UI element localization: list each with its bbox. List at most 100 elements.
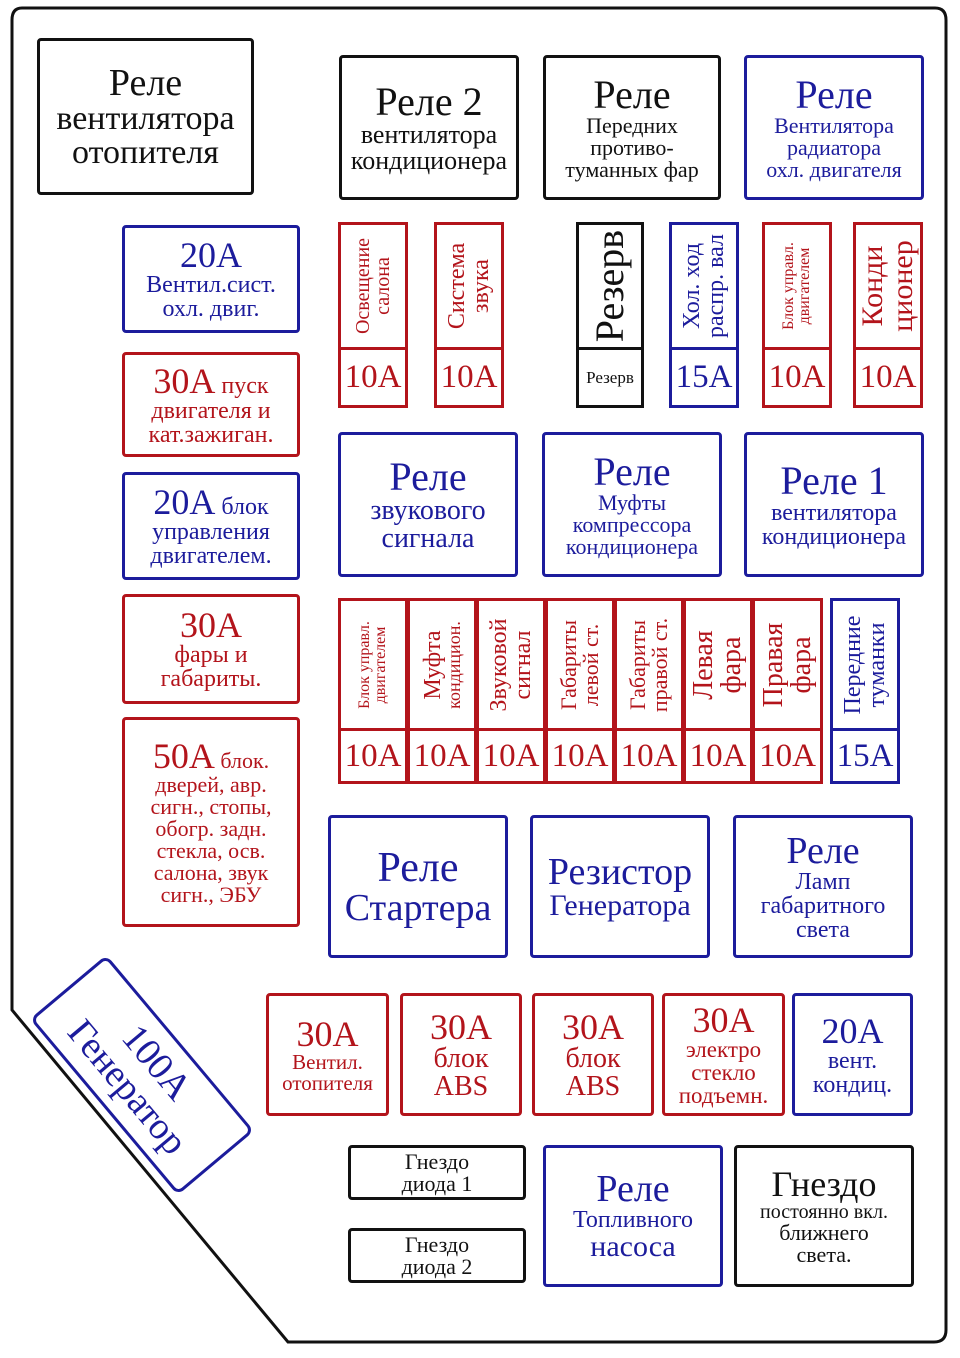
label-line: Резистор [547, 850, 693, 893]
label-line: левой ст. [578, 623, 603, 706]
label-line: кондиц. [812, 1071, 893, 1098]
fuse-parking-right: Габариты правой ст. 10A [614, 598, 684, 784]
label-line: Звуковой [486, 618, 512, 711]
label-line: Генератора [549, 888, 691, 922]
fuse-label-area: Конди ционер [856, 225, 920, 350]
label-line: насоса [590, 1230, 676, 1263]
label-line: блок [433, 1042, 489, 1074]
fuse-rating: 10A [413, 737, 471, 774]
label-line: 50A блок. [153, 738, 269, 774]
label-line: Реле [596, 1168, 670, 1210]
rating: 20A [153, 482, 216, 522]
fuse-ecu-mid: Блок управл. двигателем 10A [338, 598, 408, 784]
label-line: вентилятора [56, 99, 235, 137]
label-line: Хол. ход [679, 242, 705, 330]
label-line: Вентилятора [774, 112, 894, 138]
fuse-20a-cooling-fan: 20A Вентил.сист. охл. двиг. [122, 225, 300, 333]
label-line: Гнездо [404, 1148, 470, 1174]
label-line: ABS [565, 1070, 621, 1102]
label-line: Вентил. [292, 1049, 363, 1074]
label-line: диода 1 [401, 1170, 473, 1196]
label-line: сигн., стопы, [150, 794, 272, 819]
fuse-label-area: Габариты левой ст. [548, 601, 612, 731]
fuse-front-fog: Передние туманки 15A [830, 598, 900, 784]
label-line: управления [152, 519, 270, 545]
label-line: Реле [377, 844, 459, 891]
label-line: кондиционера [761, 523, 907, 550]
label-line: ABS [433, 1070, 489, 1102]
label-line: отопителя [282, 1070, 373, 1095]
fuse-label: Система звука [444, 243, 494, 329]
relay-ac-clutch: Реле Муфты компрессора кондиционера [542, 432, 722, 577]
fuse-label-area: Муфта кондицион. [410, 601, 474, 731]
fuse-label-area: Габариты правой ст. [617, 601, 681, 731]
label-line: Ламп [795, 868, 851, 895]
label-line: Муфта [420, 629, 446, 700]
label-line: Левая [688, 629, 719, 700]
label-line: кат.зажиган. [148, 421, 274, 448]
relay-horn: Реле звукового сигнала [338, 432, 518, 577]
fuse-label: Резерв [587, 230, 632, 342]
fuse-30a-windows: 30A электро стекло подъемн. [662, 993, 785, 1116]
fuse-50a-multi: 50A блок. дверей, авр. сигн., стопы, обогр.… [122, 717, 300, 927]
label-line: Реле [593, 448, 671, 494]
fuse-camshaft: Хол. ход распр. вал 15A [669, 222, 739, 408]
label-line: туманных фар [565, 156, 699, 182]
label-line: 30A [562, 1006, 624, 1047]
fuse-label: Блок управл. двигателем [780, 242, 813, 330]
label-line: вентилятора [360, 119, 498, 149]
label-line: 30A [180, 605, 242, 645]
label-line: Реле [108, 61, 183, 104]
fuse-ac-clutch: Муфта кондицион. 10A [407, 598, 477, 784]
socket-diode-2: Гнездо диода 2 [348, 1228, 526, 1283]
label-line: стекла, осв. [156, 838, 266, 863]
label-line: Блок управл. [356, 620, 373, 709]
label-line: Топливного [573, 1207, 693, 1233]
relay-1-ac-fan: Реле 1 вентилятора кондиционера [744, 432, 924, 577]
label-line: Конди [856, 245, 889, 327]
fuse-label: Левая фара [688, 629, 747, 700]
relay-radiator-fan: Реле Вентилятора радиатора охл. двигателя [744, 55, 924, 200]
fuse-label: Хол. ход распр. вал [679, 233, 729, 339]
label-line: распр. вал [703, 233, 729, 339]
fuse-rating: 10A [440, 359, 498, 395]
label-line: Реле 1 [780, 457, 888, 503]
fuse-rating: 10A [482, 737, 540, 774]
fuse-label-area: Хол. ход распр. вал [672, 225, 736, 350]
label-line: Реле [593, 71, 671, 117]
fuse-rating: 10A [759, 737, 816, 774]
label-line: фары и [174, 642, 248, 668]
label-line: звука [468, 259, 494, 313]
fuse-30a-headlights: 30A фары и габариты. [122, 594, 300, 704]
label-line: подъемн. [678, 1083, 769, 1108]
fuse-rating: 15A [836, 737, 894, 774]
label-line: Стартера [344, 886, 492, 929]
fuse-rating: 10A [768, 359, 826, 395]
label-line: ционер [886, 240, 919, 332]
rating: 50A [152, 736, 215, 776]
label-line: постоянно вкл. [760, 1201, 888, 1223]
fuse-rating: 10A [620, 737, 678, 774]
fuse-interior-light: Освещение салона 10A [338, 222, 408, 408]
label-line: сигн., ЭБУ [160, 882, 262, 907]
fuse-label: Звуковой сигнал [486, 618, 536, 711]
label-line: обогр. задн. [155, 816, 267, 841]
relay-starter: Реле Стартера [328, 815, 508, 958]
relay-fog-lights: Реле Передних противо-туманных фар [543, 55, 721, 200]
label-line: Передних [586, 112, 678, 138]
fuse-rating: 10A [344, 737, 402, 774]
fuse-headlight-right: Правая фара 10A [752, 598, 823, 784]
label-line: фара [716, 636, 747, 694]
label-line: вент. [827, 1047, 878, 1074]
label-text: пуск [215, 372, 269, 399]
label-line: Габариты [625, 619, 650, 710]
label-line: Габариты [556, 619, 581, 710]
fuse-label: Освещение салона [352, 238, 394, 334]
fuse-label: Муфта кондицион. [420, 621, 464, 709]
fuse-label-area: Правая фара [755, 601, 820, 731]
fuse-label-area: Левая фара [686, 601, 750, 731]
label-line: Муфты [597, 489, 667, 515]
relay-2-ac-fan: Реле 2 вентилятора кондиционера [339, 55, 519, 200]
label-line: двигателем [796, 247, 813, 325]
